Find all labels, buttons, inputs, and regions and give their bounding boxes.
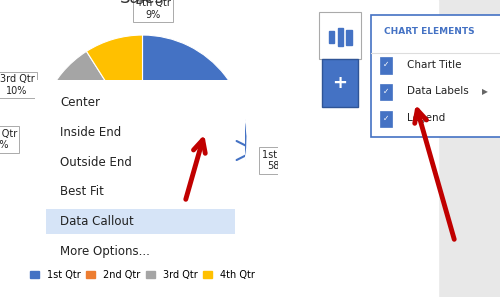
Bar <box>338 28 343 46</box>
Text: ✓: ✓ <box>382 114 389 123</box>
Bar <box>39 84 52 266</box>
Text: 1st Qtr
58%: 1st Qtr 58% <box>262 150 296 171</box>
Legend: 1st Qtr, 2nd Qtr, 3rd Qtr, 4th Qtr: 1st Qtr, 2nd Qtr, 3rd Qtr, 4th Qtr <box>26 266 258 284</box>
Text: More Options...: More Options... <box>60 245 150 258</box>
Text: ✓: ✓ <box>382 87 389 96</box>
Bar <box>328 31 334 43</box>
Text: +: + <box>332 74 347 92</box>
Wedge shape <box>92 35 247 244</box>
FancyBboxPatch shape <box>322 59 358 107</box>
FancyBboxPatch shape <box>318 12 361 59</box>
Bar <box>380 57 392 74</box>
Text: 3rd Qtr
10%: 3rd Qtr 10% <box>0 75 34 96</box>
Text: Data Callout: Data Callout <box>60 215 134 228</box>
Bar <box>371 15 500 137</box>
Wedge shape <box>86 35 142 140</box>
Text: ▶: ▶ <box>482 87 488 96</box>
Text: Outside End: Outside End <box>60 156 132 169</box>
Bar <box>278 0 438 297</box>
Text: 4th Qtr
9%: 4th Qtr 9% <box>136 0 170 20</box>
Title: Sales: Sales <box>120 0 164 7</box>
Bar <box>380 111 392 127</box>
Text: Legend: Legend <box>406 113 445 123</box>
Bar <box>346 30 352 45</box>
Text: 2nd Qtr
23%: 2nd Qtr 23% <box>0 129 17 150</box>
Text: ✓: ✓ <box>382 60 389 69</box>
Text: CHART ELEMENTS: CHART ELEMENTS <box>384 27 475 36</box>
Text: Chart Title: Chart Title <box>406 60 461 70</box>
Text: Data Labels: Data Labels <box>406 86 469 97</box>
Text: Inside End: Inside End <box>60 126 122 139</box>
Text: Best Fit: Best Fit <box>60 185 104 198</box>
Wedge shape <box>38 101 142 231</box>
FancyBboxPatch shape <box>31 76 249 274</box>
Bar <box>380 84 392 100</box>
Wedge shape <box>46 51 142 140</box>
Text: Center: Center <box>60 97 100 110</box>
Bar <box>46 209 234 234</box>
